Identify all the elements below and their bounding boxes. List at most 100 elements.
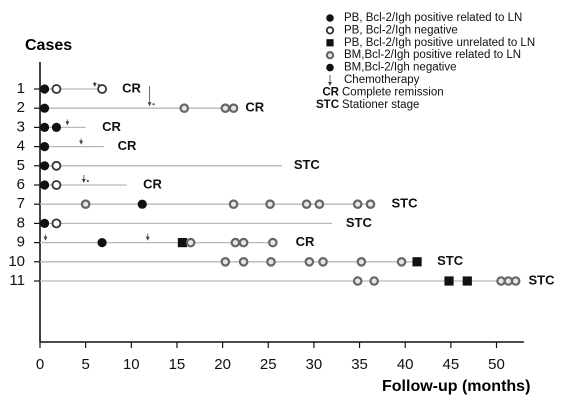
sample-marker <box>220 103 231 113</box>
case-status: CR <box>102 119 121 134</box>
sample-marker <box>265 199 275 209</box>
sample-marker <box>51 122 62 132</box>
sample-marker <box>268 237 278 248</box>
sample-marker <box>51 160 62 171</box>
legend-label: BM,Bcl-2/Igh negative <box>344 62 457 74</box>
x-tick-label: 15 <box>169 356 186 373</box>
legend-label: Chemotherapy <box>344 74 420 86</box>
case-label: 5 <box>17 157 25 174</box>
case-label: 3 <box>17 118 25 135</box>
legend-label: Complete remission <box>342 86 444 98</box>
legend-marker <box>326 63 334 72</box>
sample-marker <box>352 276 363 286</box>
sample-marker <box>318 256 328 267</box>
sample-marker <box>412 257 422 267</box>
sample-marker <box>39 218 50 228</box>
case-status: STC <box>392 196 419 211</box>
sample-marker <box>238 256 249 267</box>
chemotherapy-arrowhead <box>81 179 86 183</box>
sample-marker <box>39 161 50 171</box>
case-status: CR <box>122 80 141 95</box>
case-status: CR <box>296 234 315 249</box>
case-label: 2 <box>17 99 25 116</box>
x-tick-label: 35 <box>351 356 368 373</box>
legend-marker <box>326 39 334 47</box>
sample-marker <box>220 256 231 267</box>
sample-marker <box>238 237 249 248</box>
legend-arrowhead <box>328 82 332 86</box>
x-tick-label: 40 <box>397 356 414 373</box>
case-status: STC <box>346 215 373 230</box>
sample-marker <box>462 276 472 286</box>
case-status: CR <box>245 100 264 115</box>
chemotherapy-arrowhead <box>147 102 152 107</box>
x-tick-label: 50 <box>488 356 505 373</box>
legend-label: PB, Bcl-2/Igh positive related to LN <box>344 12 522 24</box>
legend-label: Stationer stage <box>342 99 419 111</box>
legend-marker <box>325 51 335 60</box>
legend-label: PB, Bcl-2/Igh positive unrelated to LN <box>344 37 535 49</box>
chemotherapy-arrowhead <box>145 236 150 241</box>
sample-marker <box>314 199 325 209</box>
legend-marker <box>326 14 334 22</box>
y-axis-title: Cases <box>25 37 73 54</box>
sample-marker <box>396 256 407 267</box>
x-tick-label: 20 <box>214 356 231 373</box>
sample-marker <box>137 199 147 209</box>
x-axis-title: Follow-up (months) <box>382 378 531 395</box>
sample-marker <box>304 256 315 267</box>
case-label: 1 <box>17 80 25 97</box>
case-label: 4 <box>17 138 25 155</box>
sample-marker <box>51 218 62 229</box>
sample-marker <box>185 237 196 248</box>
sample-marker <box>97 84 107 94</box>
chemotherapy-arrowhead <box>92 83 97 87</box>
case-status: STC <box>437 253 464 268</box>
sample-marker <box>80 199 91 209</box>
sample-marker <box>177 238 188 248</box>
case-label: 9 <box>17 234 25 251</box>
x-tick-label: 45 <box>443 356 460 373</box>
legend-symbol: CR <box>322 86 339 98</box>
case-status: STC <box>294 157 321 172</box>
case-status: CR <box>143 176 162 191</box>
sample-marker <box>510 276 521 286</box>
x-tick-label: 25 <box>260 356 277 373</box>
case-status: CR <box>118 138 137 153</box>
legend-label: BM,Bcl-2/Igh positive related to LN <box>344 49 521 61</box>
legend-label: PB, Bcl-2/Igh negative <box>344 24 458 36</box>
sample-marker <box>51 84 62 94</box>
case-label: 6 <box>17 176 25 193</box>
sample-marker <box>39 103 50 113</box>
sample-marker <box>230 237 241 248</box>
sample-marker <box>228 199 239 209</box>
chemotherapy-dot <box>86 179 89 183</box>
legend-marker <box>325 26 335 35</box>
sample-marker <box>444 276 454 286</box>
sample-marker <box>369 276 379 286</box>
sample-marker <box>356 256 367 267</box>
case-status: STC <box>528 272 555 287</box>
case-label: 10 <box>8 253 25 270</box>
sample-marker <box>301 199 312 209</box>
chemotherapy-arrowhead <box>79 140 84 145</box>
sample-marker <box>39 142 50 152</box>
chemotherapy-arrowhead <box>43 236 48 241</box>
sample-marker <box>228 103 239 113</box>
sample-marker <box>97 238 107 248</box>
case-label: 7 <box>17 195 25 212</box>
x-tick-label: 0 <box>36 356 44 373</box>
sample-marker <box>179 103 190 113</box>
chemotherapy-dot <box>152 103 155 106</box>
chemotherapy-arrowhead <box>65 121 70 126</box>
sample-marker <box>39 122 50 132</box>
sample-marker <box>266 256 276 267</box>
sample-marker <box>39 84 50 94</box>
x-tick-label: 5 <box>81 356 89 373</box>
sample-marker <box>365 199 376 209</box>
sample-marker <box>39 180 50 190</box>
sample-marker <box>51 180 62 190</box>
legend-symbol: STC <box>316 99 339 111</box>
